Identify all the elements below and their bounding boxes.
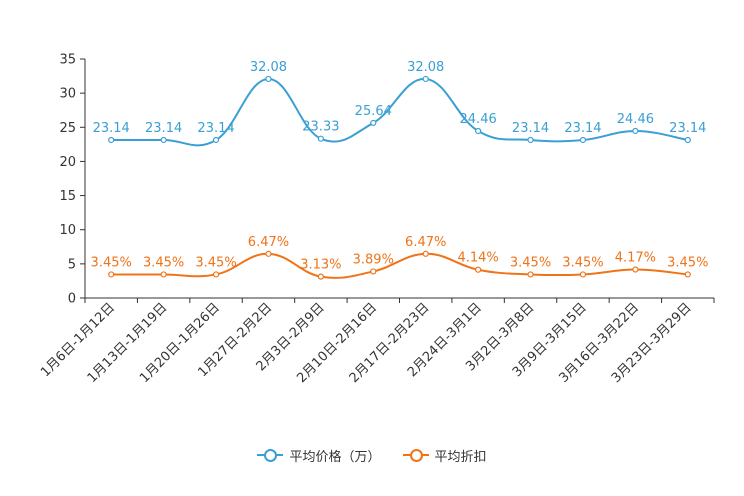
price-data-label: 23.14 bbox=[145, 121, 182, 136]
discount-point bbox=[370, 268, 377, 275]
discount-data-label: 3.45% bbox=[510, 255, 551, 270]
discount-data-label: 3.45% bbox=[562, 255, 603, 270]
y-tick-label: 25 bbox=[59, 121, 76, 136]
discount-point bbox=[317, 273, 324, 280]
discount-data-label: 3.45% bbox=[195, 255, 236, 270]
price-data-label: 24.46 bbox=[617, 112, 654, 127]
price-data-label: 23.14 bbox=[512, 121, 549, 136]
discount-data-label: 6.47% bbox=[248, 235, 289, 250]
discount-data-label: 3.45% bbox=[667, 255, 708, 270]
discount-point bbox=[632, 266, 639, 273]
price-point bbox=[579, 136, 587, 144]
legend-item-discount[interactable]: 平均折扣 bbox=[402, 446, 487, 465]
discount-data-label: 3.45% bbox=[91, 255, 132, 270]
price-point bbox=[370, 119, 377, 127]
y-axis: 0 5 10 15 20 25 30 35 bbox=[59, 53, 86, 307]
price-point bbox=[212, 136, 220, 144]
discount-point bbox=[265, 250, 272, 257]
price-point bbox=[317, 135, 324, 142]
x-axis: 1月6日-1月12日1月13日-1月19日1月20日-1月26日1月27日-2月… bbox=[38, 297, 715, 386]
line-chart: 0 5 10 15 20 25 30 35 1月6日-1月12日1月13日-1月19日1月20… bbox=[38, 53, 715, 386]
price-data-label: 24.46 bbox=[460, 112, 497, 127]
legend-line-circle-icon bbox=[402, 448, 429, 462]
discount-point bbox=[422, 250, 429, 257]
price-data-label: 32.08 bbox=[250, 60, 287, 75]
legend-line-circle-icon bbox=[257, 448, 284, 462]
price-point bbox=[108, 136, 115, 144]
price-point bbox=[265, 75, 272, 83]
discount-point bbox=[108, 271, 115, 278]
discount-data-label: 4.17% bbox=[615, 251, 656, 266]
series-layer bbox=[108, 75, 691, 280]
y-tick-label: 10 bbox=[59, 223, 76, 238]
legend-circle bbox=[409, 449, 423, 462]
price-data-label: 23.14 bbox=[93, 121, 130, 136]
price-point bbox=[527, 136, 534, 144]
price-point bbox=[632, 127, 639, 135]
price-data-label: 23.14 bbox=[669, 121, 706, 136]
price-point bbox=[684, 136, 691, 144]
discount-point bbox=[212, 271, 220, 278]
legend-label-discount: 平均折扣 bbox=[434, 449, 487, 465]
price-point bbox=[160, 136, 167, 144]
discount-point bbox=[160, 271, 167, 278]
legend-item-price[interactable]: 平均价格（万） bbox=[257, 446, 381, 465]
data-labels: 23.14 23.14 23.14 32.08 23.33 25.64 32.08 24.46… bbox=[91, 60, 709, 273]
legend-label-price: 平均价格（万） bbox=[289, 449, 381, 465]
price-point bbox=[475, 127, 482, 135]
discount-point bbox=[475, 266, 482, 273]
y-tick-label: 35 bbox=[59, 53, 76, 68]
y-tick-label: 15 bbox=[59, 189, 76, 204]
y-tick-label: 30 bbox=[59, 87, 76, 102]
discount-data-label: 3.45% bbox=[143, 255, 184, 270]
discount-point bbox=[527, 271, 534, 278]
price-data-label: 25.64 bbox=[355, 104, 392, 119]
y-tick-label: 0 bbox=[68, 292, 76, 307]
price-data-label: 23.33 bbox=[302, 120, 339, 135]
price-point bbox=[422, 75, 429, 83]
discount-data-label: 4.14% bbox=[457, 251, 498, 266]
legend: 平均价格（万） 平均折扣 bbox=[0, 444, 744, 466]
y-tick-label: 5 bbox=[68, 257, 76, 272]
price-data-label: 23.14 bbox=[564, 121, 601, 136]
y-tick-label: 20 bbox=[59, 155, 76, 170]
discount-data-label: 3.13% bbox=[300, 258, 341, 273]
discount-data-label: 6.47% bbox=[405, 235, 446, 250]
discount-point bbox=[684, 271, 691, 278]
discount-point bbox=[579, 271, 587, 278]
price-data-label: 32.08 bbox=[407, 60, 444, 75]
discount-series-line bbox=[111, 252, 688, 279]
discount-data-label: 3.89% bbox=[353, 252, 394, 267]
price-data-label: 23.14 bbox=[197, 121, 234, 136]
legend-circle bbox=[264, 449, 278, 462]
